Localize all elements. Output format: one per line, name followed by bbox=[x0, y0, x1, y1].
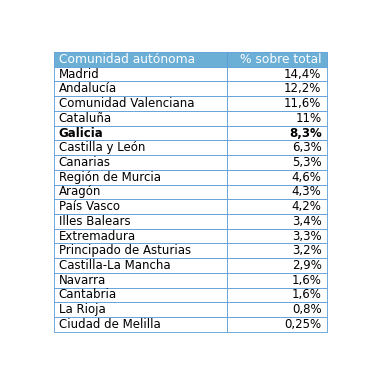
Bar bbox=[227, 273, 327, 288]
Text: 4,2%: 4,2% bbox=[292, 200, 322, 213]
Bar bbox=[53, 288, 227, 302]
Text: Extremadura: Extremadura bbox=[59, 230, 136, 242]
Text: 0,8%: 0,8% bbox=[292, 303, 322, 316]
Text: 11,6%: 11,6% bbox=[284, 97, 322, 110]
Text: Cataluña: Cataluña bbox=[59, 112, 112, 125]
Text: 12,2%: 12,2% bbox=[284, 82, 322, 95]
Text: Castilla y León: Castilla y León bbox=[59, 141, 145, 154]
Bar bbox=[53, 214, 227, 229]
Bar bbox=[227, 126, 327, 140]
Text: 4,6%: 4,6% bbox=[292, 171, 322, 184]
Bar bbox=[227, 199, 327, 214]
Bar bbox=[53, 244, 227, 258]
Bar bbox=[53, 185, 227, 199]
Bar bbox=[53, 199, 227, 214]
Bar bbox=[53, 67, 227, 81]
Bar bbox=[53, 126, 227, 140]
Text: Cantabria: Cantabria bbox=[59, 288, 117, 301]
Bar bbox=[53, 302, 227, 317]
Bar bbox=[227, 111, 327, 126]
Text: La Rioja: La Rioja bbox=[59, 303, 105, 316]
Bar bbox=[53, 273, 227, 288]
Text: Andalucía: Andalucía bbox=[59, 82, 117, 95]
Bar bbox=[53, 140, 227, 155]
Bar bbox=[53, 317, 227, 332]
Text: 3,2%: 3,2% bbox=[292, 244, 322, 257]
Text: 8,3%: 8,3% bbox=[289, 127, 322, 139]
Text: Navarra: Navarra bbox=[59, 274, 106, 287]
Text: 3,4%: 3,4% bbox=[292, 215, 322, 228]
Bar bbox=[227, 81, 327, 96]
Text: 4,3%: 4,3% bbox=[292, 185, 322, 198]
Text: Ciudad de Melilla: Ciudad de Melilla bbox=[59, 318, 161, 331]
Text: Galicia: Galicia bbox=[59, 127, 104, 139]
Text: Aragón: Aragón bbox=[59, 185, 101, 198]
Text: 6,3%: 6,3% bbox=[292, 141, 322, 154]
Bar bbox=[227, 302, 327, 317]
Text: 5,3%: 5,3% bbox=[292, 156, 322, 169]
Text: 1,6%: 1,6% bbox=[292, 288, 322, 301]
Text: 11%: 11% bbox=[295, 112, 322, 125]
Text: 1,6%: 1,6% bbox=[292, 274, 322, 287]
Text: Madrid: Madrid bbox=[59, 68, 99, 81]
Text: Illes Balears: Illes Balears bbox=[59, 215, 130, 228]
Bar bbox=[227, 96, 327, 111]
Text: Comunidad autónoma: Comunidad autónoma bbox=[59, 53, 195, 66]
Text: 2,9%: 2,9% bbox=[292, 259, 322, 272]
Text: Comunidad Valenciana: Comunidad Valenciana bbox=[59, 97, 194, 110]
Bar bbox=[227, 170, 327, 185]
Bar bbox=[53, 229, 227, 244]
Text: Principado de Asturias: Principado de Asturias bbox=[59, 244, 191, 257]
Bar bbox=[227, 258, 327, 273]
Text: Castilla-La Mancha: Castilla-La Mancha bbox=[59, 259, 170, 272]
Bar bbox=[227, 155, 327, 170]
Text: Región de Murcia: Región de Murcia bbox=[59, 171, 161, 184]
Bar bbox=[53, 81, 227, 96]
Text: 0,25%: 0,25% bbox=[285, 318, 322, 331]
Text: 14,4%: 14,4% bbox=[284, 68, 322, 81]
Bar bbox=[227, 244, 327, 258]
Text: 3,3%: 3,3% bbox=[292, 230, 322, 242]
Bar bbox=[227, 229, 327, 244]
Text: % sobre total: % sobre total bbox=[240, 53, 322, 66]
Bar bbox=[53, 111, 227, 126]
Bar bbox=[227, 185, 327, 199]
Bar bbox=[53, 258, 227, 273]
Text: País Vasco: País Vasco bbox=[59, 200, 120, 213]
Bar bbox=[227, 67, 327, 81]
Bar bbox=[227, 317, 327, 332]
Bar bbox=[227, 140, 327, 155]
Text: Canarias: Canarias bbox=[59, 156, 111, 169]
Bar bbox=[227, 214, 327, 229]
Bar bbox=[53, 155, 227, 170]
Bar bbox=[227, 288, 327, 302]
Bar bbox=[53, 96, 227, 111]
Bar bbox=[53, 170, 227, 185]
Bar bbox=[53, 52, 227, 67]
Bar bbox=[227, 52, 327, 67]
